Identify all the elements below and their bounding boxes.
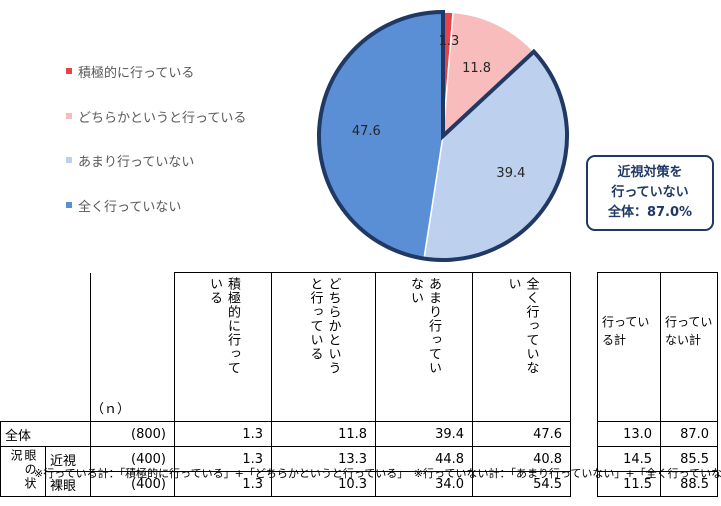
table-row: 裸眼 (400) 1.3 10.3 34.0 54.5 11.5 88.5 bbox=[1, 471, 719, 497]
summary-header: 行っている計 bbox=[597, 272, 662, 422]
table-row: 全体 (800) 1.3 11.8 39.4 47.6 13.0 87.0 bbox=[0, 421, 719, 447]
data-table: （ｎ） 積極的に行っている どちらかというと行っている あまり行っていない 全く… bbox=[0, 272, 719, 497]
pie-slice bbox=[318, 11, 444, 260]
group-label: 眼の状況 bbox=[9, 448, 37, 491]
column-header: あまり行っていない bbox=[375, 272, 474, 422]
legend-label: どちらかというと行っている bbox=[78, 110, 247, 126]
callout-total: 全体：87.0% bbox=[607, 205, 693, 220]
column-header: どちらかというと行っている bbox=[271, 272, 377, 422]
legend-label: 全く行っていない bbox=[78, 199, 182, 215]
pie-slice bbox=[442, 11, 535, 138]
column-header: 積極的に行っている bbox=[174, 272, 273, 422]
n-cell: (400) bbox=[89, 471, 176, 497]
sum-cell: 13.0 bbox=[597, 421, 662, 447]
pie-chart: 1.311.8 39.4 47.6 bbox=[317, 9, 569, 262]
pie-slices bbox=[318, 11, 568, 261]
value-cell: 47.6 bbox=[472, 421, 572, 447]
n-header: （ｎ） bbox=[90, 272, 176, 422]
column-gap bbox=[571, 422, 598, 447]
value-cell: 54.5 bbox=[472, 471, 572, 497]
value-cell: 34.0 bbox=[375, 471, 474, 497]
legend-swatch bbox=[66, 68, 72, 74]
column-header-text: あまり行っていない bbox=[408, 277, 442, 375]
value-cell: 11.8 bbox=[271, 421, 377, 447]
sum-cell: 14.5 bbox=[597, 446, 662, 472]
pie-data-label: 47.6 bbox=[352, 124, 381, 139]
value-cell: 1.3 bbox=[174, 421, 273, 447]
group-label-cell: 眼の状況 bbox=[0, 446, 46, 497]
column-header-text: どちらかというと行っている bbox=[307, 277, 341, 375]
legend-label: 積極的に行っている bbox=[78, 66, 195, 81]
value-cell: 39.4 bbox=[375, 421, 474, 447]
summary-callout: 近視対策を 行っていない 全体：87.0% bbox=[586, 155, 714, 231]
table-row: 眼の状況 近視 (400) 1.3 13.3 44.8 40.8 14.5 85… bbox=[0, 446, 719, 497]
value-cell: 40.8 bbox=[472, 446, 572, 472]
callout-line: 行っていない bbox=[611, 185, 689, 200]
pie-labels: 1.311.8 39.4 47.6 bbox=[352, 34, 526, 181]
pie-data-label: 1.3 bbox=[439, 34, 460, 49]
value-cell: 13.3 bbox=[271, 446, 377, 472]
callout-line: 近視対策を bbox=[617, 165, 683, 180]
legend-swatch bbox=[66, 112, 72, 119]
value-cell: 44.8 bbox=[375, 446, 474, 472]
not-doing-outline bbox=[317, 9, 569, 262]
summary-header: 行っていない計 bbox=[660, 272, 719, 422]
pie-data-label: 11.8 bbox=[462, 61, 491, 76]
column-gap bbox=[571, 273, 598, 422]
column-header-text: 積極的に行っている bbox=[207, 277, 241, 375]
column-header-text: 全く行っていない bbox=[505, 277, 539, 375]
n-cell: (400) bbox=[89, 446, 176, 472]
legend-swatch bbox=[66, 157, 72, 163]
legend-swatch bbox=[66, 201, 72, 208]
sum-cell: 88.5 bbox=[660, 471, 719, 497]
footnote: ※行っている計：「積極的に行っている」+「どちらかというと行っている」 ※行って… bbox=[34, 467, 721, 480]
value-cell: 1.3 bbox=[174, 471, 273, 497]
row-label: 全体 bbox=[0, 421, 91, 447]
table-corner bbox=[0, 272, 91, 422]
sum-cell: 85.5 bbox=[660, 446, 719, 472]
row-label: 裸眼 bbox=[45, 471, 91, 497]
sum-cell: 11.5 bbox=[597, 471, 662, 497]
column-header: 全く行っていない bbox=[472, 272, 572, 422]
n-cell: (800) bbox=[89, 421, 176, 447]
sum-cell: 87.0 bbox=[660, 421, 719, 447]
pie-data-label: 39.4 bbox=[496, 166, 525, 181]
legend-label: あまり行っていない bbox=[78, 155, 195, 170]
value-cell: 10.3 bbox=[271, 471, 377, 497]
